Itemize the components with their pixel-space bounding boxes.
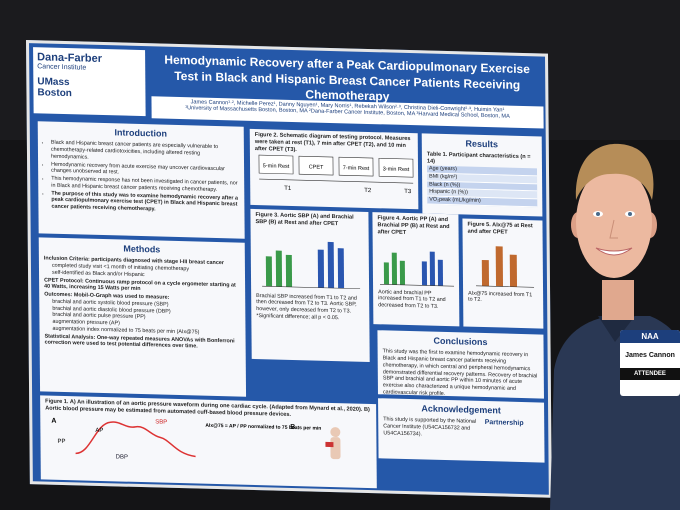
bar-chart [380,251,455,287]
protocol-box [338,156,374,177]
wave-label: PP [57,439,65,445]
time-label: T2 [364,188,372,194]
wave-label: SBP [155,419,167,425]
badge-role: ATTENDEE [620,368,680,380]
bar-chart [262,241,361,290]
methods: Methods Inclusion Criteria: participants… [38,237,247,397]
logo-umass-sub: Boston [37,87,72,100]
result-text: Brachial SBP increased from T1 to T2 and… [256,292,357,315]
timeline [259,178,414,184]
section-heading: Results [465,138,499,150]
panel-label: A [51,418,56,425]
result-text: AIx@75 increased from T1 to T2. [468,290,533,304]
figure-2: Figure 2. Schematic diagram of testing p… [249,128,419,210]
logo-panel: Dana-Farber Cancer Institute UMass Bosto… [33,47,146,117]
badge-event: NAA [620,330,680,343]
protocol-box [258,154,294,175]
wave-label: DBP [116,454,128,460]
acknowledgement: Acknowledgement This study is supported … [378,398,545,463]
time-label: T3 [404,189,412,195]
wave-label: AP [95,428,103,434]
table-row: VO₂peak (mL/kg/min) [427,196,538,208]
conclusions: Conclusions This study was the first to … [377,330,544,399]
results: Results Table 1. Participant characteris… [421,133,543,217]
protocol-label: 5-min Rest [263,163,290,170]
time-label: T1 [284,186,292,192]
panel-label: B [290,424,295,431]
protocol-label: 7-min Rest [343,165,370,172]
person [550,143,680,510]
methods-list: Inclusion Criteria: participants diagnos… [44,256,241,352]
section-heading: Conclusions [433,335,488,348]
partner-logo: Partnership [484,419,524,428]
section-heading: Introduction [114,127,168,139]
introduction: Introduction Black and Hispanic breast c… [37,121,245,239]
protocol-box [298,155,334,176]
poster: Dana-Farber Cancer Institute UMass Bosto… [26,40,552,498]
result-text: Aortic and brachial PP increased from T1… [378,288,446,311]
bar-chart [476,246,535,288]
protocol-diagram: 5-min Rest CPET 7-min Rest 3-min Rest T1 T2 T3 [258,154,414,195]
caption: Figure 4. Aortic PP (A) and Brachial PP … [377,215,450,236]
figure-4: Figure 4. Aortic PP (A) and Brachial PP … [372,212,460,327]
bullet: The purpose of this study was to examine… [51,190,239,215]
badge: NAA James Cannon ATTENDEE [620,330,680,396]
protocol-box [378,157,414,178]
protocol-label: 3-min Rest [383,166,410,173]
figure-3: Figure 3. Aortic SBP (A) and Brachial SB… [250,208,370,363]
figure-1: Figure 1. A) An illustration of an aorti… [40,395,377,489]
table: Age (years) BMI (kg/m²) Black (n (%)) Hispa… [426,165,538,208]
conclusion-text: This study was the first to examine hemo… [382,348,538,397]
section-heading: Methods [123,243,161,255]
waveform: A SBP AP PP DBP AIx@75 = AP / PP normali… [51,418,341,461]
protocol-label: CPET [309,164,324,170]
figure-5: Figure 5. AIx@75 at Rest and after CPET … [462,218,544,329]
formula: AIx@75 = AP / PP normalized to 75 beats … [205,423,321,432]
ack-text: This study is supported by the National … [383,416,477,438]
logo-dfci-sub: Cancer Institute [37,63,87,72]
section-heading: Acknowledgement [421,403,501,416]
badge-name: James Cannon [625,352,675,359]
